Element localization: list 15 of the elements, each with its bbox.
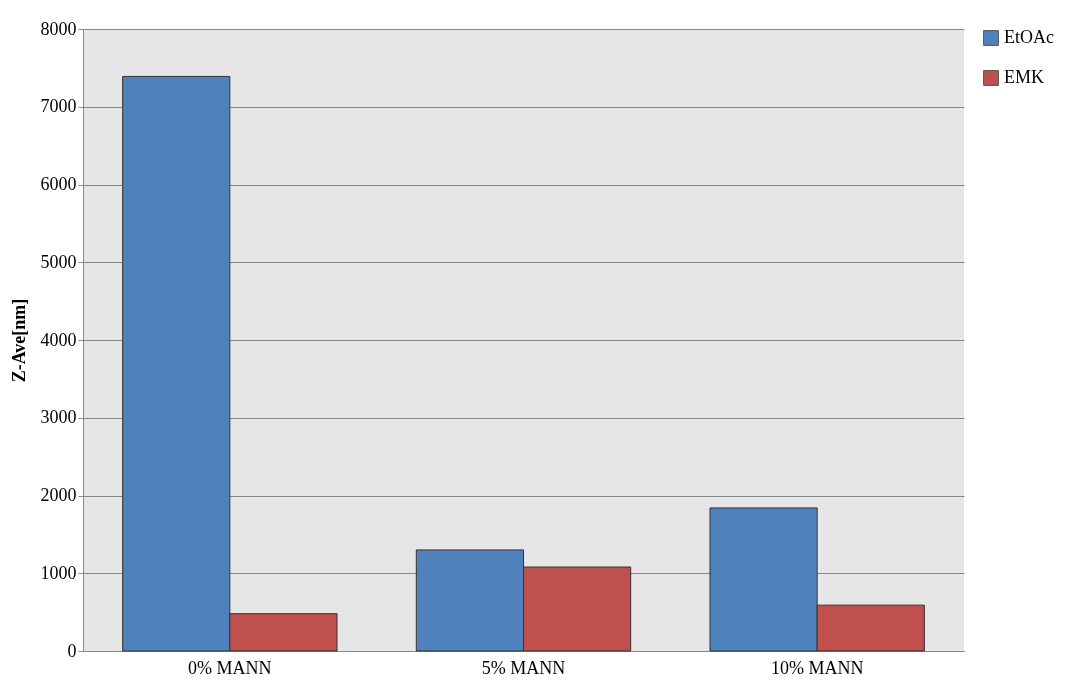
y-axis-title: Z-Ave[nm] [8, 298, 29, 383]
y-tick-label: 4000 [40, 329, 77, 350]
y-tick-label: 0 [67, 640, 77, 661]
y-tick-label: 1000 [40, 562, 77, 583]
x-tick-label: 10% MANN [770, 657, 864, 678]
y-tick-label: 6000 [40, 174, 77, 194]
y-tick-label: 3000 [40, 407, 77, 428]
x-tick-label: 5% MANN [481, 657, 566, 678]
y-tick-label: 2000 [40, 485, 77, 505]
y-tick-label: 5000 [40, 251, 77, 272]
x-tick-label: 0% MANN [188, 657, 272, 678]
legend-label: EMK [1004, 67, 1044, 87]
legend-label: EtOAc [1004, 27, 1054, 47]
y-tick-label: 7000 [40, 96, 77, 117]
y-tick-label: 8000 [40, 18, 77, 39]
